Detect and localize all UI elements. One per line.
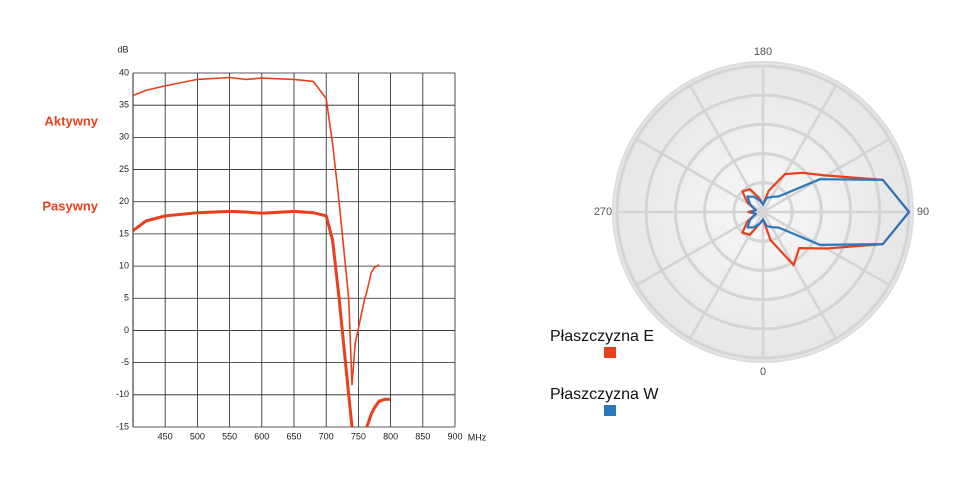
y-tick-label: -5 — [121, 357, 129, 367]
polar-chart: 0 90 180 270 Płaszczyzna E Płaszczyzna W — [550, 46, 929, 416]
y-tick-label: 40 — [119, 67, 129, 77]
x-axis-label: MHz — [468, 432, 487, 442]
y-tick-label: 35 — [119, 100, 129, 110]
series-label: Aktywny — [45, 113, 99, 128]
series-line — [133, 76, 380, 386]
legend-label: Płaszczyzna E — [550, 328, 654, 345]
y-tick-label: 25 — [119, 164, 129, 174]
y-tick-label: -10 — [116, 389, 129, 399]
y-axis-label: dB — [117, 44, 128, 54]
x-tick-label: 700 — [319, 431, 334, 441]
grid-ring — [673, 122, 853, 302]
y-tick-label: 10 — [119, 260, 129, 270]
x-tick-label: 750 — [351, 431, 366, 441]
y-tick-label: -15 — [116, 421, 129, 431]
legend-swatch — [604, 405, 616, 416]
x-tick-label: 900 — [447, 431, 462, 441]
x-tick-label: 850 — [415, 431, 430, 441]
y-tick-label: 30 — [119, 132, 129, 142]
pattern-line — [746, 178, 911, 246]
x-tick-label: 600 — [254, 431, 269, 441]
series-line — [133, 209, 391, 427]
spoke — [635, 137, 764, 214]
angle-label: 180 — [754, 46, 772, 58]
y-tick-label: 15 — [119, 228, 129, 238]
line-chart: -15 -10 -5 0 5 10 15 20 25 30 35 40 450 500 550 600 650 7… — [42, 44, 486, 442]
x-tick-label: 650 — [286, 431, 301, 441]
grid-ring — [703, 152, 823, 272]
legend-label: Płaszczyzna W — [550, 386, 659, 403]
x-tick-label: 450 — [158, 431, 173, 441]
angle-label: 90 — [917, 206, 929, 218]
spoke — [761, 84, 838, 213]
spoke — [761, 211, 838, 340]
y-tick-label: 5 — [124, 293, 129, 303]
legend-swatch — [604, 347, 616, 358]
y-tick-label: 20 — [119, 196, 129, 206]
x-tick-label: 800 — [383, 431, 398, 441]
spoke — [635, 210, 764, 287]
x-tick-label: 550 — [222, 431, 237, 441]
angle-label: 270 — [594, 206, 612, 218]
series-label: Pasywny — [42, 198, 98, 213]
y-tick-label: 0 — [124, 325, 129, 335]
grid-ring — [644, 93, 882, 331]
grid-ring — [732, 181, 794, 243]
x-tick-label: 500 — [190, 431, 205, 441]
angle-label: 0 — [760, 366, 766, 378]
